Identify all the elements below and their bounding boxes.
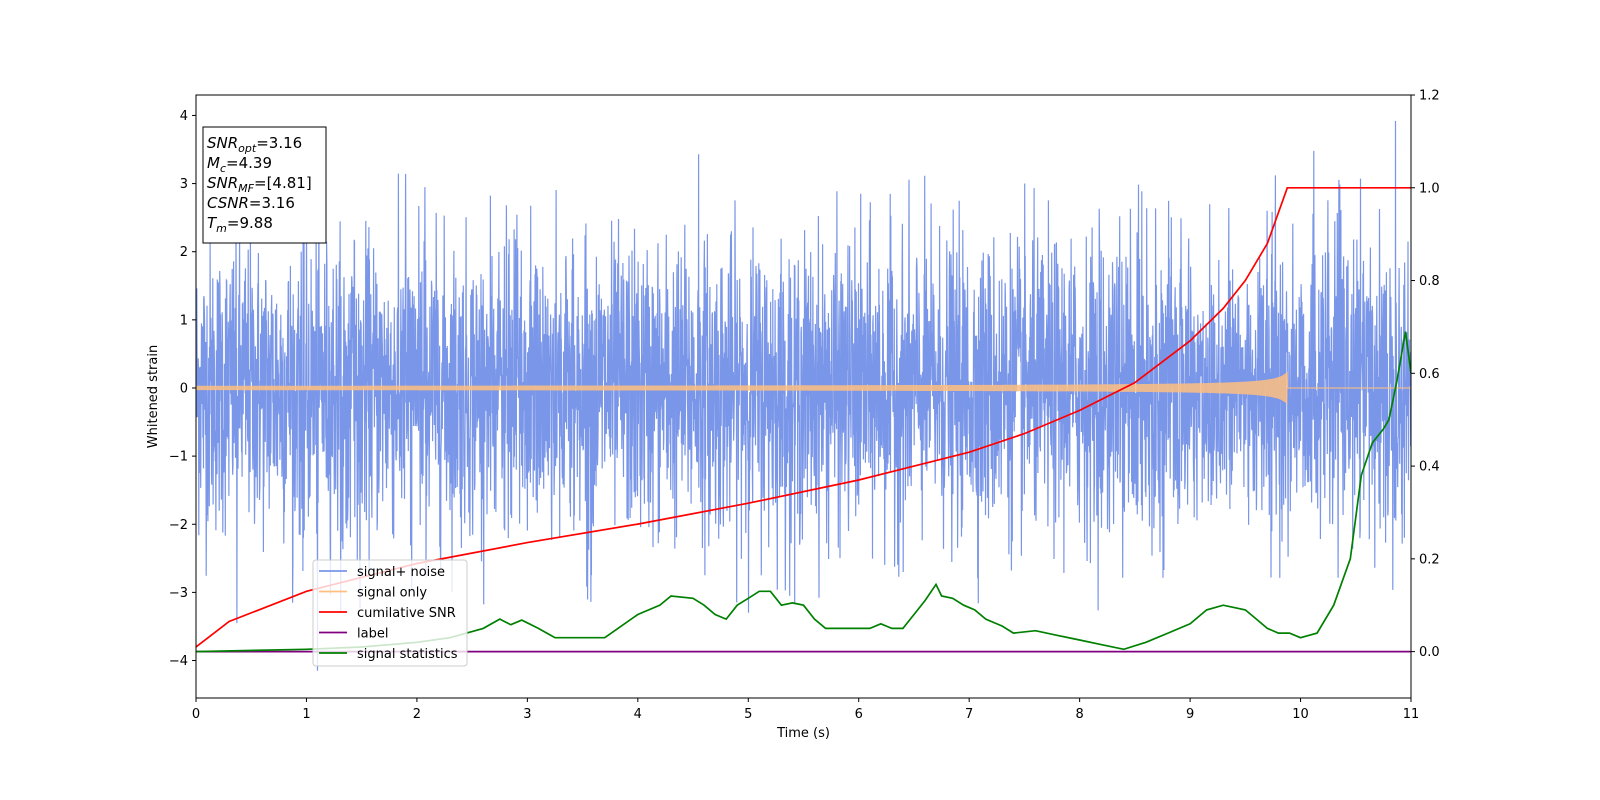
annotation-value: =[4.81] bbox=[254, 174, 312, 192]
y-right-tick-label: 0.4 bbox=[1419, 460, 1440, 475]
x-tick-label: 2 bbox=[413, 707, 421, 722]
y-left-tick-label: −2 bbox=[169, 518, 188, 533]
x-tick-label: 7 bbox=[965, 707, 973, 722]
axes-frame bbox=[195, 94, 1412, 699]
annotation-value: =9.88 bbox=[227, 214, 273, 232]
legend-entry: signal only bbox=[357, 586, 427, 601]
x-tick-label: 6 bbox=[855, 707, 863, 722]
x-axis-label: Time (s) bbox=[776, 726, 830, 741]
legend-frame bbox=[312, 559, 468, 667]
annotation-frame bbox=[202, 126, 327, 244]
legend-entry: label bbox=[357, 627, 388, 642]
legend-entry: signal statistics bbox=[357, 647, 458, 662]
y-right-tick-label: 0.0 bbox=[1419, 645, 1440, 660]
x-tick-label: 9 bbox=[1186, 707, 1194, 722]
annotation-line: CSNR=3.16 bbox=[207, 194, 295, 212]
annotation-symbol: SNR bbox=[207, 174, 238, 192]
y-right-tick-label: 0.8 bbox=[1419, 274, 1440, 289]
annotation-line: Mc=4.39 bbox=[207, 154, 272, 175]
legend-entry: signal+ noise bbox=[357, 565, 445, 580]
y-left-axis-ticks: −4 −3 −2 −1 0 1 2 3 4 bbox=[169, 109, 196, 669]
series-signal-only bbox=[196, 371, 1411, 404]
y-left-tick-label: 1 bbox=[180, 313, 188, 328]
y-left-tick-label: 4 bbox=[180, 109, 188, 124]
annotation-subscript: m bbox=[216, 222, 227, 235]
annotation-subscript: c bbox=[220, 162, 226, 175]
annotation-symbol: T bbox=[207, 214, 218, 232]
annotation-symbol: CSNR bbox=[207, 194, 249, 212]
x-tick-label: 8 bbox=[1075, 707, 1083, 722]
series-signal-noise bbox=[196, 120, 1411, 671]
annotation-value: =3.16 bbox=[249, 194, 295, 212]
y-right-tick-label: 0.6 bbox=[1419, 367, 1440, 382]
legend-entry: cumilative SNR bbox=[357, 606, 456, 621]
annotation-symbol: M bbox=[207, 154, 220, 172]
annotation-line: Tm=9.88 bbox=[207, 214, 273, 235]
annotation-subscript: opt bbox=[238, 142, 257, 155]
legend: signal+ noise signal only cumilative SNR la… bbox=[312, 559, 468, 667]
y-left-tick-label: −1 bbox=[169, 450, 188, 465]
noise-line bbox=[196, 120, 1411, 671]
x-axis-ticks: 0 1 2 3 4 5 6 7 8 9 10 11 bbox=[192, 698, 1419, 722]
x-tick-label: 10 bbox=[1292, 707, 1309, 722]
y-right-tick-label: 1.2 bbox=[1419, 89, 1440, 104]
annotation-subscript: MF bbox=[238, 182, 254, 195]
x-tick-label: 0 bbox=[192, 707, 200, 722]
series-signal-statistics bbox=[196, 331, 1411, 653]
y-left-tick-label: 2 bbox=[180, 245, 188, 260]
y-left-tick-label: −3 bbox=[169, 586, 188, 601]
annotation-line: SNRMF=[4.81] bbox=[207, 174, 312, 195]
x-tick-label: 1 bbox=[302, 707, 310, 722]
y-left-tick-label: 3 bbox=[180, 177, 188, 192]
y-left-tick-label: 0 bbox=[180, 381, 188, 396]
annotation-symbol: SNR bbox=[207, 134, 238, 152]
annotation-value: =3.16 bbox=[256, 134, 302, 152]
y-right-tick-label: 0.2 bbox=[1419, 552, 1440, 567]
y-right-axis-ticks: 0.0 0.2 0.4 0.6 0.8 1.0 1.2 bbox=[1411, 89, 1440, 660]
x-tick-label: 4 bbox=[634, 707, 642, 722]
signal-only-line bbox=[196, 371, 1411, 404]
x-tick-label: 5 bbox=[744, 707, 752, 722]
x-tick-label: 3 bbox=[523, 707, 531, 722]
annotation-value: =4.39 bbox=[226, 154, 272, 172]
annotation-line: SNRopt=3.16 bbox=[207, 134, 302, 155]
annotation-box: SNRopt=3.16Mc=4.39SNRMF=[4.81]CSNR=3.16T… bbox=[202, 126, 327, 244]
x-tick-label: 11 bbox=[1403, 707, 1420, 722]
y-right-tick-label: 1.0 bbox=[1419, 181, 1440, 196]
y-left-tick-label: −4 bbox=[169, 654, 188, 669]
y-axis-label: Whitened strain bbox=[146, 345, 161, 448]
